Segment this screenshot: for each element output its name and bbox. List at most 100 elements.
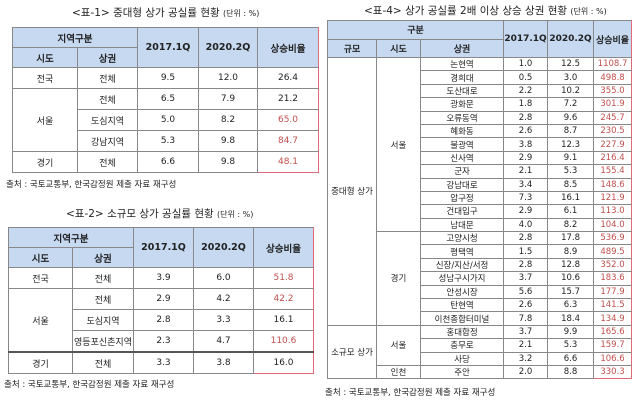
value-2020-2q: 12.0 xyxy=(198,67,258,89)
table4-title-text: <표-4> 상가 공실률 2배 이상 상승 상권 현황 xyxy=(364,5,568,17)
rate-cell: 355.0 xyxy=(593,83,633,99)
value-2017-1q: 2.6 xyxy=(503,298,549,313)
rate-cell: 16.0 xyxy=(253,351,314,374)
area-cell: 경희대 xyxy=(419,70,505,85)
value-2020-2q: 7.2 xyxy=(547,97,595,112)
value-2017-1q: 9.5 xyxy=(137,67,199,89)
header-2020-2q: 2020.2Q xyxy=(193,227,254,268)
area-cell: 전체 xyxy=(77,151,138,173)
value-2020-2q: 9.6 xyxy=(547,110,595,125)
area-cell: 전체 xyxy=(77,88,138,110)
area-cell: 남대문 xyxy=(419,217,505,233)
table-row: 사당 3.2 6.6 106.6 xyxy=(328,351,633,366)
area-cell: 충무로 xyxy=(419,338,505,353)
sido-cell: 서울 xyxy=(376,56,421,233)
area-cell: 성남구시가지 xyxy=(419,271,505,286)
rate-cell: 159.7 xyxy=(593,338,633,353)
header-2017-1q: 2017.1Q xyxy=(133,227,194,268)
rate-cell: 110.6 xyxy=(253,330,314,353)
value-2020-2q: 15.7 xyxy=(547,284,595,300)
sido-cell: 전국 xyxy=(12,67,78,89)
header-2020-2q: 2020.2Q xyxy=(198,27,258,68)
value-2017-1q: 5.6 xyxy=(503,284,549,300)
sido-cell: 서울 xyxy=(376,324,421,366)
area-cell: 광화문 xyxy=(419,97,505,112)
value-2020-2q: 3.3 xyxy=(193,309,254,331)
table-row: 소규모 상가 서울 홍대합정 3.7 9.9 165.6 xyxy=(327,324,633,380)
table-row: 도심지역 2.8 3.3 16.1 xyxy=(9,309,314,331)
table-row: 중대형 상가 서울 논현역 1.0 12.5 1108.7 xyxy=(327,56,633,326)
table1-source: 출처 : 국토교통부, 한국감정원 제출 자료 재구성 xyxy=(6,180,177,190)
area-cell: 주안 xyxy=(419,364,505,380)
value-2017-1q: 2.1 xyxy=(503,164,549,179)
rate-cell: 155.4 xyxy=(593,164,633,179)
area-cell: 고양시청 xyxy=(419,231,505,246)
table-row: 신장/지산/서정 2.8 12.8 352.0 xyxy=(328,257,633,273)
area-cell: 도심지역 xyxy=(72,309,134,331)
area-cell: 안성시장 xyxy=(419,284,505,300)
area-cell: 군자 xyxy=(419,164,505,179)
table-row: 영등포신촌지역 2.3 4.7 110.6 xyxy=(9,330,314,353)
value-2020-2q: 12.8 xyxy=(547,257,595,273)
area-cell: 영등포신촌지역 xyxy=(72,330,134,353)
rate-cell: 245.7 xyxy=(593,110,633,125)
rate-cell: 84.7 xyxy=(257,130,319,152)
sido-cell: 인천 xyxy=(376,364,421,380)
value-2020-2q: 3.0 xyxy=(547,70,595,85)
value-2017-1q: 2.2 xyxy=(503,83,549,99)
value-2020-2q: 6.3 xyxy=(547,298,595,313)
value-2020-2q: 12.3 xyxy=(547,137,595,152)
value-2017-1q: 6.6 xyxy=(137,151,199,173)
value-2020-2q: 6.6 xyxy=(547,351,595,366)
value-2020-2q: 9.9 xyxy=(547,324,595,340)
rate-cell: 183.6 xyxy=(593,271,633,286)
value-2017-1q: 3.7 xyxy=(503,271,549,286)
value-2017-1q: 3.3 xyxy=(133,351,194,374)
table4-unit: (단위 : %) xyxy=(570,7,607,16)
value-2020-2q: 6.0 xyxy=(193,267,254,289)
area-cell: 오류동역 xyxy=(419,110,505,125)
value-2020-2q: 8.7 xyxy=(547,123,595,139)
rate-cell: 177.9 xyxy=(593,284,633,300)
header-rate: 상승비율 xyxy=(257,27,319,68)
rate-cell: 489.5 xyxy=(593,244,633,259)
area-cell: 이천종합터미널 xyxy=(419,311,505,326)
rate-cell: 106.6 xyxy=(593,351,633,366)
table-row: 압구정 7.3 16.1 121.9 xyxy=(328,190,633,206)
table-row: 서울 전체 2.9 4.2 42.2 xyxy=(8,288,314,353)
area-cell: 전체 xyxy=(77,67,138,89)
value-2017-1q: 3.4 xyxy=(503,177,549,192)
header-row: 시도 상권 xyxy=(12,47,319,68)
header-row: 지역구분 2017.1Q 2020.2Q 상승비율 xyxy=(8,227,314,268)
rate-cell: 26.4 xyxy=(257,67,319,89)
value-2017-1q: 1.8 xyxy=(503,97,549,112)
value-2017-1q: 6.5 xyxy=(137,88,199,110)
header-2017-1q: 2017.1Q xyxy=(137,27,199,68)
header-group: 지역구분 xyxy=(8,227,134,248)
rate-cell: 330.3 xyxy=(593,364,633,380)
rate-cell: 1108.7 xyxy=(593,56,633,72)
rate-cell: 141.5 xyxy=(593,298,633,313)
sido-cell: 경기 xyxy=(8,351,73,374)
header-area: 상권 xyxy=(77,47,138,68)
value-2020-2q: 10.2 xyxy=(547,83,595,99)
value-2017-1q: 3.9 xyxy=(133,267,194,289)
header-2020-2q: 2020.2Q xyxy=(547,20,595,58)
rate-cell: 113.0 xyxy=(593,204,633,219)
table2: 지역구분 2017.1Q 2020.2Q 상승비율 시도 상권 전국 전체 3.9 6.0 51.8… xyxy=(8,227,314,374)
area-cell: 평택역 xyxy=(419,244,505,259)
header-sido: 시도 xyxy=(376,38,421,58)
area-cell: 도심지역 xyxy=(77,109,138,131)
rate-cell: 352.0 xyxy=(593,257,633,273)
table-row: 불광역 3.8 12.3 227.9 xyxy=(328,137,633,152)
header-group: 지역구분 xyxy=(12,27,138,48)
rate-cell: 227.9 xyxy=(593,137,633,152)
rate-cell: 301.9 xyxy=(593,97,633,112)
header-rate: 상승비율 xyxy=(253,227,314,268)
value-2020-2q: 4.2 xyxy=(193,288,254,310)
area-cell: 불광역 xyxy=(419,137,505,152)
value-2020-2q: 9.8 xyxy=(198,151,258,173)
rate-cell: 48.1 xyxy=(257,151,319,173)
value-2017-1q: 7.8 xyxy=(503,311,549,326)
table-row: 강남지역 5.3 9.8 84.7 xyxy=(13,130,319,152)
